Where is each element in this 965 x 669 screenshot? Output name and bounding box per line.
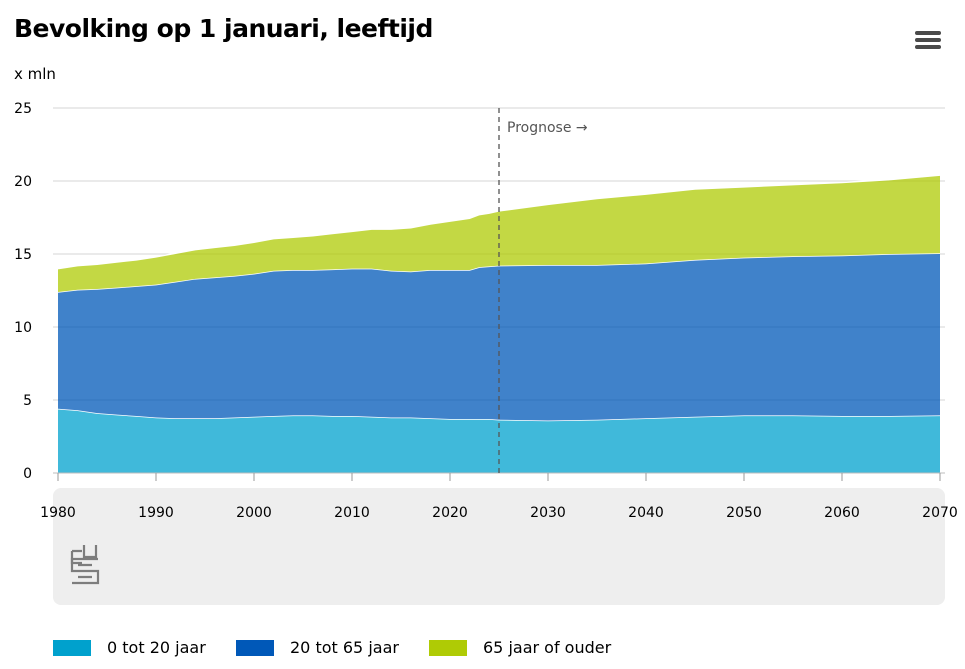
x-tick-label: 2000 (236, 505, 272, 521)
x-tick-label: 2050 (726, 505, 762, 521)
prognose-label: Prognose → (507, 120, 588, 136)
y-tick-label: 25 (14, 101, 32, 117)
chart-svg: 0 5 10 15 20 25 1980 1990 2000 2010 2020 2030 2040 20… (14, 101, 958, 521)
y-axis-unit-label: x mln (14, 65, 56, 83)
legend-label: 65 jaar of ouder (483, 638, 612, 657)
chart-title: Bevolking op 1 januari, leeftijd (14, 14, 433, 43)
x-tick-label: 2010 (334, 505, 370, 521)
x-tick-label: 2060 (824, 505, 860, 521)
legend-swatch (236, 639, 274, 656)
cbs-logo-icon (70, 545, 100, 585)
legend: 0 tot 20 jaar 20 tot 65 jaar 65 jaar of … (0, 638, 965, 662)
x-tick-label: 1990 (138, 505, 174, 521)
legend-item-0-20[interactable]: 0 tot 20 jaar (53, 638, 206, 657)
area-layer (57, 174, 941, 473)
x-tick-label: 2040 (628, 505, 664, 521)
y-tick-label: 15 (14, 247, 32, 263)
legend-swatch (53, 639, 91, 656)
y-tick-label: 20 (14, 174, 32, 190)
y-tick-label: 5 (23, 393, 32, 409)
annotation-layer: Prognose → (498, 108, 588, 473)
area-series-edge-1 (57, 252, 941, 293)
legend-item-65-plus[interactable]: 65 jaar of ouder (429, 638, 611, 657)
area-series-0 (58, 408, 940, 473)
menu-bar (915, 45, 941, 49)
x-tick-label: 2020 (432, 505, 468, 521)
area-series-2 (58, 175, 940, 292)
menu-bar (915, 38, 941, 42)
hamburger-menu-icon[interactable] (912, 30, 942, 52)
y-tick-label: 0 (23, 466, 32, 482)
x-tick-label: 1980 (40, 505, 76, 521)
legend-label: 20 tot 65 jaar (290, 638, 399, 657)
footer-panel (53, 488, 945, 605)
legend-swatch (429, 639, 467, 656)
legend-label: 0 tot 20 jaar (107, 638, 206, 657)
legend-item-20-65[interactable]: 20 tot 65 jaar (236, 638, 399, 657)
x-tick-label: 2070 (922, 505, 958, 521)
y-tick-label: 10 (14, 320, 32, 336)
area-series-edge-2 (57, 174, 941, 270)
x-tick-label: 2030 (530, 505, 566, 521)
menu-bar (915, 31, 941, 35)
